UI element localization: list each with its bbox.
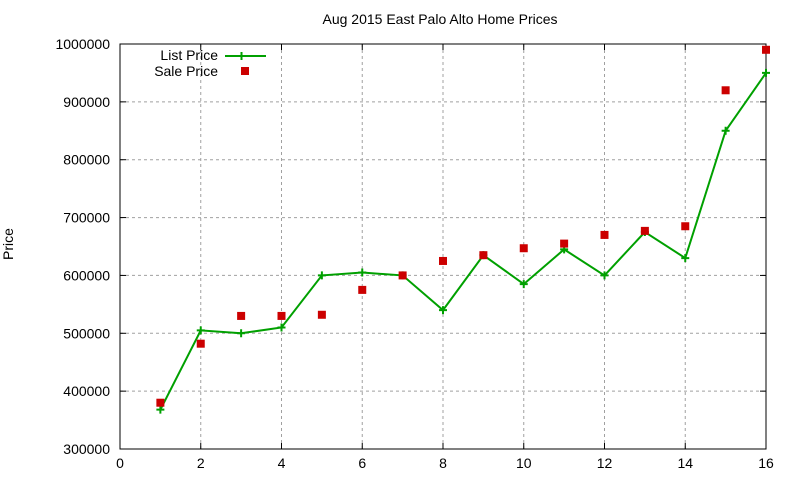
y-tick-label: 1000000: [55, 36, 110, 52]
y-tick-label: 800000: [63, 152, 110, 168]
x-tick-label: 10: [516, 455, 532, 471]
plus-marker-icon: [277, 323, 286, 332]
square-marker-icon: [358, 285, 367, 294]
square-marker-icon: [640, 226, 649, 235]
y-tick-label: 900000: [63, 94, 110, 110]
list-price-line: [159, 72, 767, 411]
plus-marker-icon: [196, 326, 205, 335]
square-marker-icon: [600, 230, 609, 239]
square-marker-icon: [196, 339, 205, 348]
y-tick-label: 700000: [63, 210, 110, 226]
legend-label-sale-price: Sale Price: [154, 63, 218, 79]
square-marker-icon: [156, 398, 165, 407]
grid-lines: [120, 44, 766, 449]
square-marker-icon: [681, 222, 690, 231]
y-tick-label: 500000: [63, 325, 110, 341]
x-tick-label: 6: [358, 455, 366, 471]
square-marker-icon: [317, 310, 326, 319]
x-tick-label: 0: [116, 455, 124, 471]
legend-label-list-price: List Price: [160, 47, 218, 63]
plus-marker-icon: [600, 271, 609, 280]
plus-marker-icon: [317, 271, 326, 280]
plus-marker-icon: [762, 68, 770, 77]
plus-marker-icon: [358, 268, 367, 277]
plus-marker-icon: [721, 126, 730, 135]
legend: List Price Sale Price: [154, 47, 266, 79]
plus-marker-icon: [156, 405, 165, 414]
x-tick-label: 8: [439, 455, 447, 471]
x-tick-label: 4: [278, 455, 286, 471]
square-marker-icon: [479, 251, 488, 260]
legend-square-icon: [241, 67, 249, 75]
square-marker-icon: [237, 311, 246, 320]
plus-marker-icon: [237, 329, 246, 338]
legend-plus-icon: [237, 52, 246, 60]
x-tick-label: 14: [677, 455, 693, 471]
square-marker-icon: [762, 45, 770, 54]
square-marker-icon: [560, 239, 569, 248]
square-marker-icon: [721, 86, 730, 95]
series-sale-price: [156, 45, 770, 407]
axis-ticks: 0 2 4 6 8 10 12 14 16 300000 400000 500000 600000 700…: [55, 36, 774, 471]
plot-frame: [119, 43, 767, 450]
y-tick-label: 400000: [63, 383, 110, 399]
plus-marker-icon: [519, 280, 528, 289]
x-tick-label: 2: [197, 455, 205, 471]
x-tick-label: 12: [597, 455, 613, 471]
y-tick-label: 600000: [63, 267, 110, 283]
square-marker-icon: [277, 311, 286, 320]
x-tick-label: 16: [758, 455, 774, 471]
y-tick-label: 300000: [63, 441, 110, 457]
plus-marker-icon: [439, 306, 447, 315]
square-marker-icon: [439, 256, 447, 265]
square-marker-icon: [398, 271, 407, 280]
plus-marker-icon: [681, 254, 690, 263]
series-list-price: [156, 68, 770, 414]
chart-title: Aug 2015 East Palo Alto Home Prices: [322, 11, 558, 27]
square-marker-icon: [519, 244, 528, 253]
